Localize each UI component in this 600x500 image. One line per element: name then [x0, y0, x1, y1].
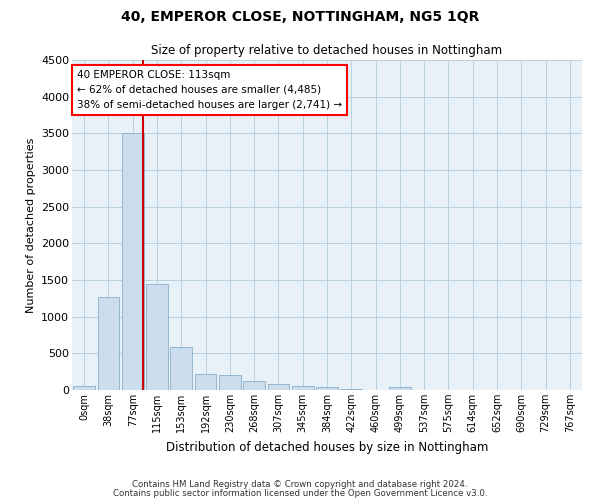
Text: Contains public sector information licensed under the Open Government Licence v3: Contains public sector information licen… [113, 489, 487, 498]
X-axis label: Distribution of detached houses by size in Nottingham: Distribution of detached houses by size … [166, 440, 488, 454]
Text: Contains HM Land Registry data © Crown copyright and database right 2024.: Contains HM Land Registry data © Crown c… [132, 480, 468, 489]
Bar [316, 387, 338, 390]
Bar [170, 348, 192, 390]
Text: 40 EMPEROR CLOSE: 113sqm
← 62% of detached houses are smaller (4,485)
38% of sem: 40 EMPEROR CLOSE: 113sqm ← 62% of detach… [77, 70, 342, 110]
Bar [268, 384, 289, 390]
Bar [194, 374, 217, 390]
Bar [389, 387, 411, 390]
Title: Size of property relative to detached houses in Nottingham: Size of property relative to detached ho… [151, 44, 503, 58]
Bar [122, 134, 143, 390]
Y-axis label: Number of detached properties: Number of detached properties [26, 138, 35, 312]
Bar [243, 381, 265, 390]
Bar [219, 374, 241, 390]
Text: 40, EMPEROR CLOSE, NOTTINGHAM, NG5 1QR: 40, EMPEROR CLOSE, NOTTINGHAM, NG5 1QR [121, 10, 479, 24]
Bar [97, 296, 119, 390]
Bar [340, 388, 362, 390]
Bar [73, 386, 95, 390]
Bar [146, 284, 168, 390]
Bar [292, 386, 314, 390]
